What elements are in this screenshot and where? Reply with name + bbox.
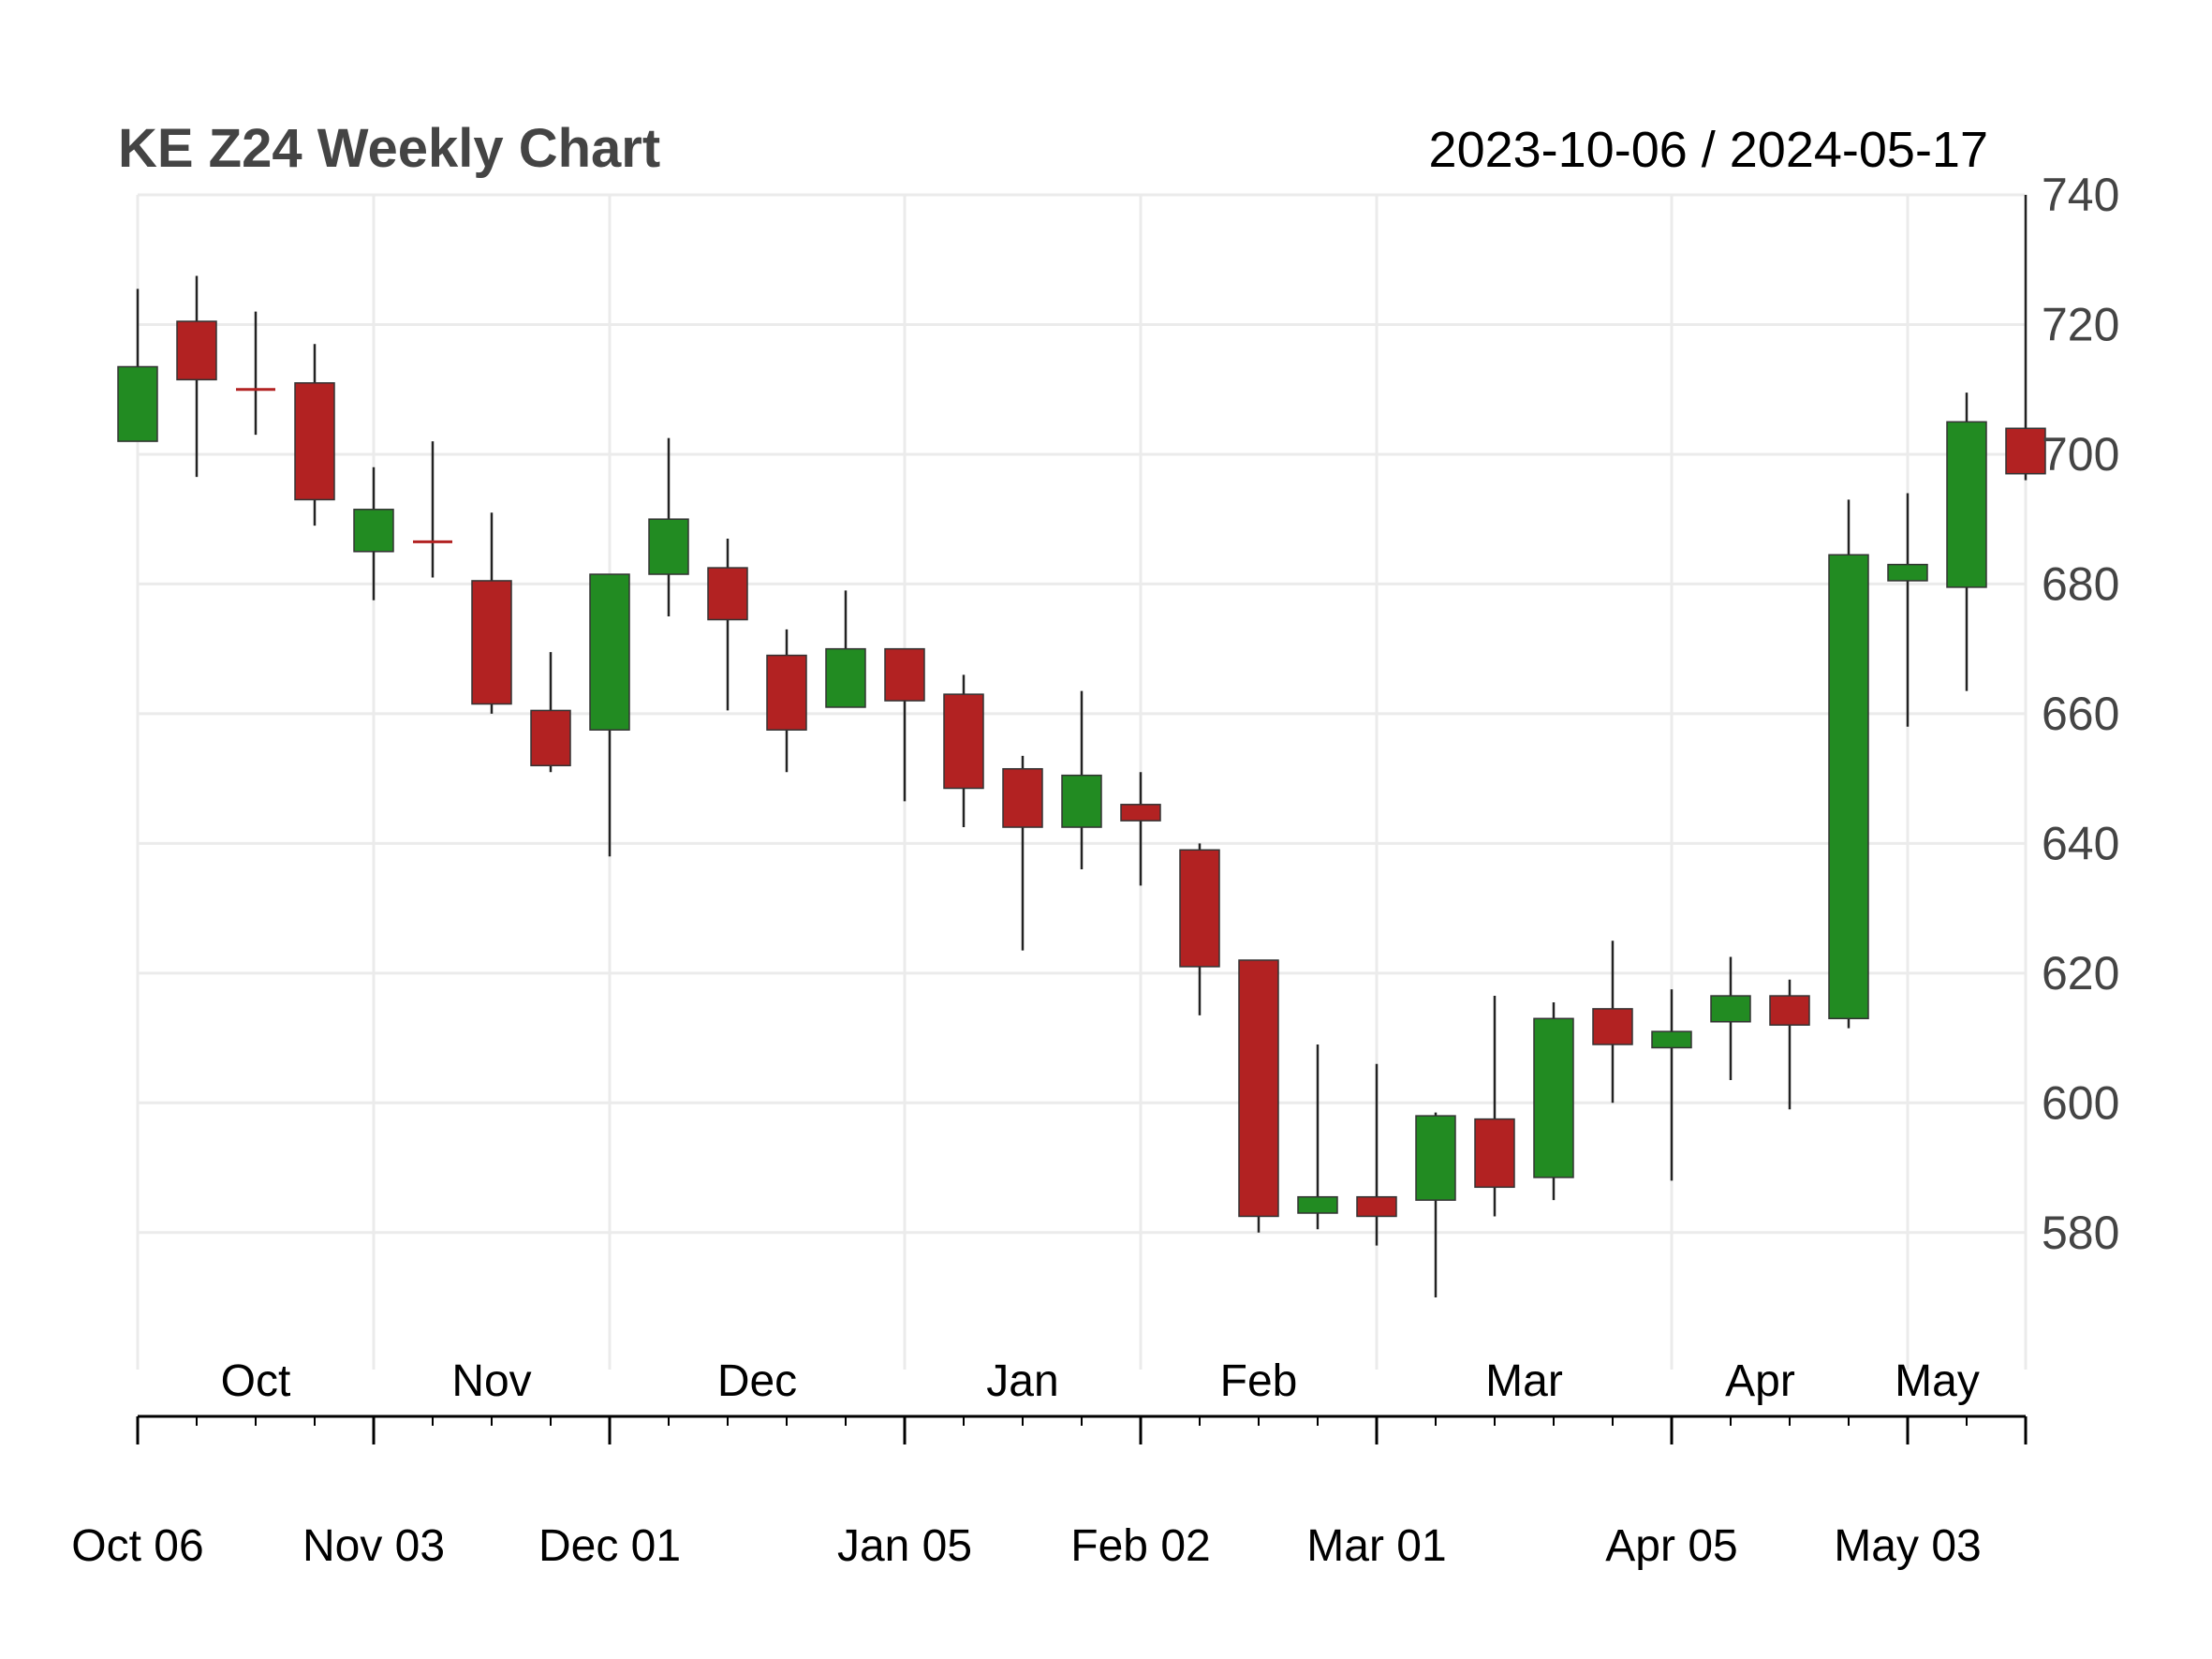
candle-body bbox=[1533, 1017, 1574, 1178]
x-axis: Oct 06 Nov 03 Dec 01 Jan 05 Feb 02 Mar 01 Apr … bbox=[71, 1415, 2028, 1571]
candle-body bbox=[1238, 959, 1279, 1218]
x-date-label: Feb 02 bbox=[1070, 1521, 1210, 1571]
candle-body bbox=[825, 647, 866, 708]
candle-body bbox=[1356, 1195, 1397, 1218]
x-date-label: Nov 03 bbox=[302, 1521, 445, 1571]
candle-body bbox=[1061, 774, 1102, 828]
x-date-label: Jan 05 bbox=[837, 1521, 972, 1571]
candle-body bbox=[1179, 849, 1220, 968]
month-label: Jan bbox=[986, 1356, 1058, 1406]
candle-body bbox=[294, 382, 335, 501]
candle-body bbox=[648, 518, 689, 575]
month-label: Mar bbox=[1485, 1356, 1563, 1406]
candle-body bbox=[2005, 427, 2046, 475]
candle-body bbox=[1887, 563, 1928, 582]
y-tick-label: 640 bbox=[2042, 817, 2119, 869]
y-tick-label: 680 bbox=[2042, 557, 2119, 610]
month-labels: Oct Nov Dec Jan Feb Mar Apr May bbox=[221, 1356, 1980, 1406]
y-tick-label: 660 bbox=[2042, 688, 2119, 740]
candle-body bbox=[1769, 995, 1810, 1026]
y-tick-label: 700 bbox=[2042, 428, 2119, 481]
month-label: Feb bbox=[1220, 1356, 1298, 1406]
month-label: Oct bbox=[221, 1356, 291, 1406]
candle-body bbox=[884, 647, 925, 702]
x-date-label: Mar 01 bbox=[1306, 1521, 1446, 1571]
x-date-label: Dec 01 bbox=[538, 1521, 681, 1571]
candle-body bbox=[1592, 1008, 1633, 1045]
candle-body bbox=[1946, 421, 1987, 588]
month-label: May bbox=[1895, 1356, 1980, 1406]
candle-body bbox=[1710, 995, 1751, 1023]
x-date-label: Apr 05 bbox=[1605, 1521, 1737, 1571]
candle-body bbox=[1297, 1195, 1338, 1214]
candle-body bbox=[766, 654, 807, 731]
month-label: Dec bbox=[717, 1356, 797, 1406]
candle-body bbox=[353, 509, 394, 553]
candle-body bbox=[530, 709, 571, 767]
candle-body bbox=[1474, 1118, 1515, 1189]
x-date-label: May 03 bbox=[1834, 1521, 1981, 1571]
y-tick-label: 580 bbox=[2042, 1207, 2119, 1259]
month-label: Apr bbox=[1725, 1356, 1795, 1406]
month-label: Nov bbox=[451, 1356, 531, 1406]
candle-body bbox=[117, 365, 158, 442]
candle-body bbox=[707, 567, 748, 621]
candles bbox=[117, 195, 2046, 1297]
candle-body bbox=[471, 580, 512, 705]
candle-body bbox=[1415, 1115, 1456, 1201]
candle-body bbox=[589, 573, 630, 731]
date-range: 2023-10-06 / 2024-05-17 bbox=[1429, 122, 1988, 178]
candle-body bbox=[1002, 767, 1043, 828]
y-tick-label: 620 bbox=[2042, 947, 2119, 1000]
y-tick-label: 740 bbox=[2042, 169, 2119, 221]
y-tick-label: 720 bbox=[2042, 298, 2119, 350]
y-axis: 580 600 620 640 660 680 700 720 740 bbox=[2042, 169, 2119, 1259]
y-tick-label: 600 bbox=[2042, 1076, 2119, 1129]
chart-title: KE Z24 Weekly Chart bbox=[118, 118, 660, 179]
candle-body bbox=[943, 693, 984, 790]
candle-body bbox=[176, 320, 217, 381]
candle-body bbox=[1828, 554, 1869, 1020]
x-date-label: Oct 06 bbox=[71, 1521, 203, 1571]
candle-body bbox=[1651, 1030, 1692, 1049]
candle-body bbox=[1120, 804, 1161, 822]
